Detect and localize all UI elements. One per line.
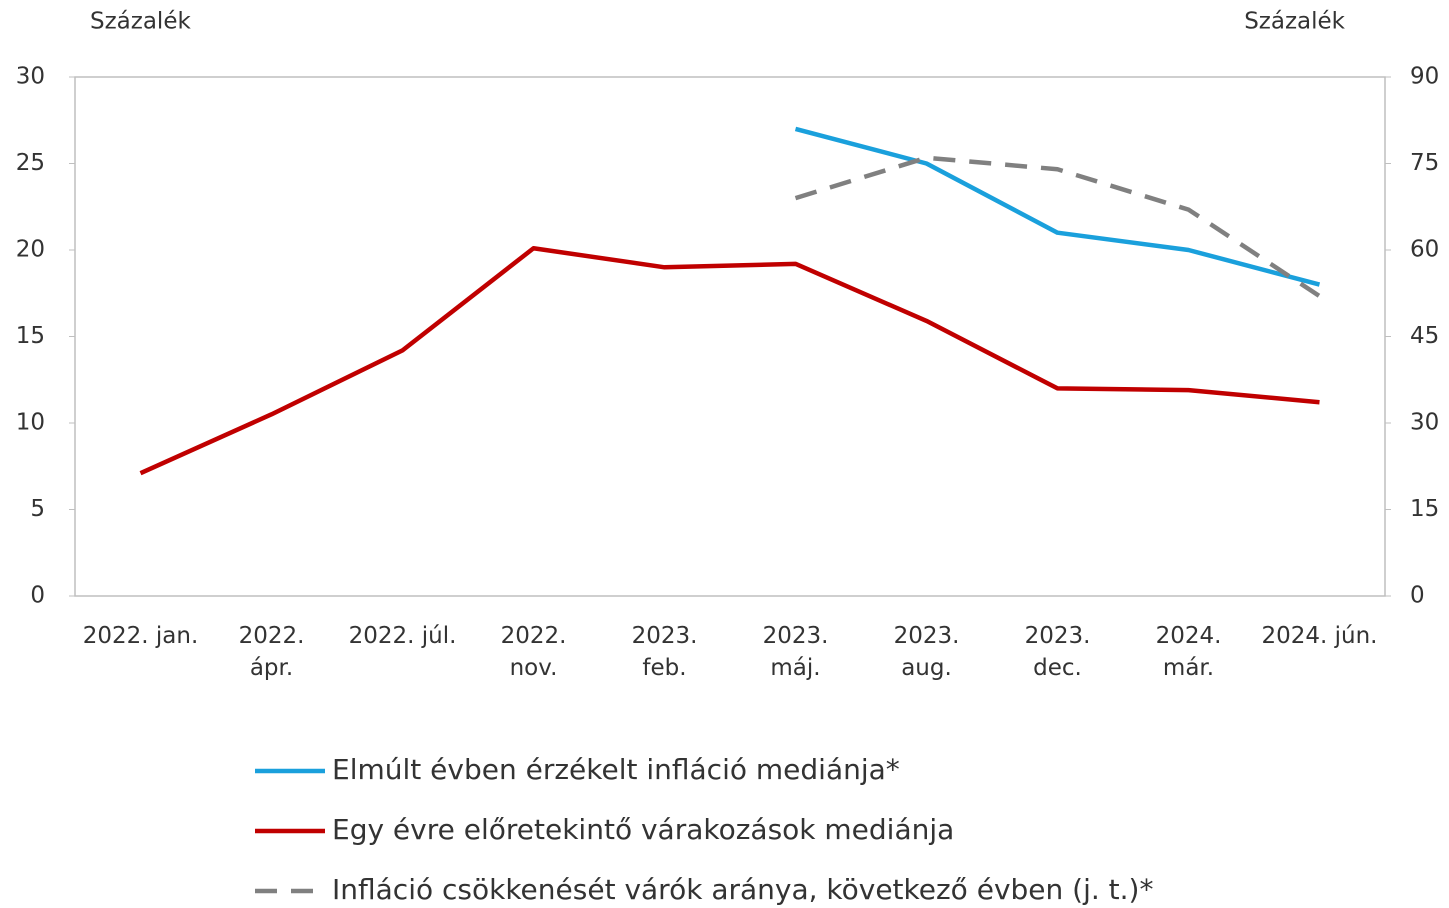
y2-tick-label: 0 [1410, 583, 1425, 609]
x-tick-label: 2022. nov. [500, 623, 567, 681]
y2-tick-label: 75 [1410, 150, 1439, 176]
x-tick-label: 2023. aug. [893, 623, 960, 681]
y2-tick-label: 60 [1410, 237, 1439, 263]
x-tick-label: 2023. feb. [631, 623, 698, 681]
y2-tick-label: 30 [1410, 410, 1439, 436]
x-tick-label: 2022. júl. [348, 623, 457, 649]
x-tick-label: 2024. jún. [1261, 623, 1378, 649]
series-line [794, 126, 1321, 287]
x-tick-label: 2023. dec. [1024, 623, 1091, 681]
y-tick-label: 30 [16, 64, 45, 90]
legend-label: Egy évre előretekintő várakozások medián… [332, 813, 954, 846]
legend-label: Infláció csökkenését várók aránya, követ… [332, 873, 1153, 906]
y-axis-title: Százalék [90, 9, 191, 35]
y2-tick-label: 15 [1410, 496, 1439, 522]
x-tick-label: 2023. máj. [762, 623, 829, 681]
x-tick-label: 2022. ápr. [238, 623, 305, 681]
x-tick-label: 2024. már. [1155, 623, 1222, 681]
series-line [139, 246, 1320, 476]
y-tick-label: 25 [16, 150, 45, 176]
y-tick-label: 0 [30, 583, 45, 609]
y-tick-label: 10 [16, 410, 45, 436]
y2-axis-title: Százalék [1244, 9, 1345, 35]
y-tick-label: 20 [16, 237, 45, 263]
y2-tick-label: 90 [1410, 64, 1439, 90]
y2-tick-label: 45 [1410, 323, 1439, 349]
series-line [794, 155, 1321, 299]
x-tick-label: 2022. jan. [82, 623, 199, 649]
y-tick-label: 15 [16, 323, 45, 349]
y-tick-label: 5 [30, 496, 45, 522]
plot-frame [74, 76, 1386, 597]
legend-label: Elmúlt évben érzékelt infláció mediánja* [332, 753, 900, 786]
